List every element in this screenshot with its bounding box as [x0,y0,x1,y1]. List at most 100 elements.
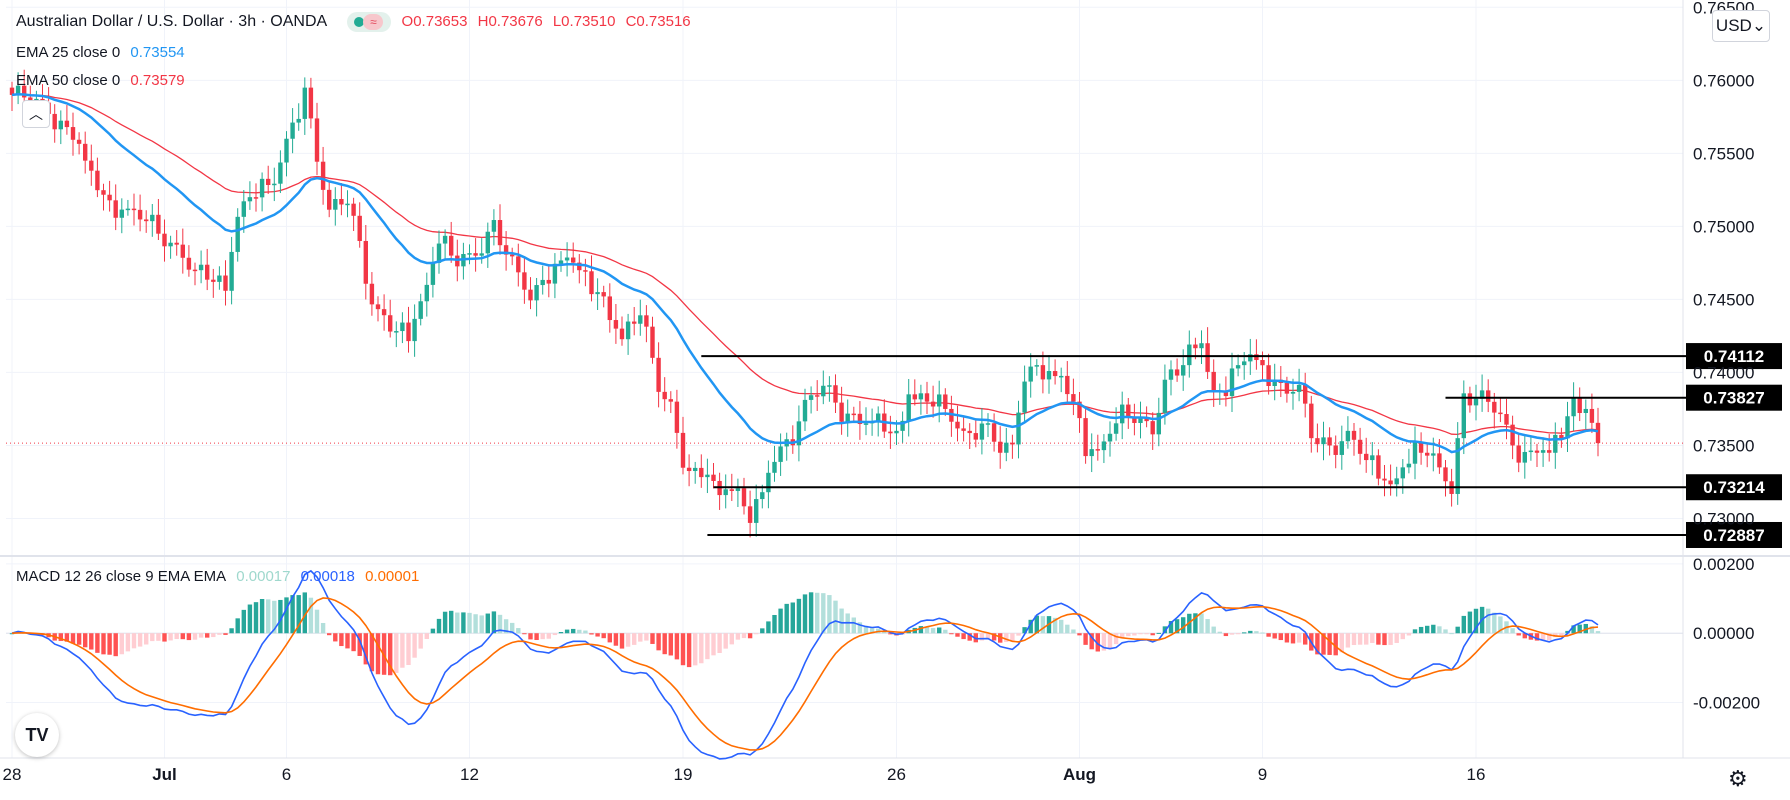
candle-body [900,420,905,431]
macd-histogram-bar [1364,633,1369,645]
macd-histogram-bar [955,633,960,637]
symbol-title[interactable]: Australian Dollar / U.S. Dollar · 3h · O… [16,12,328,30]
ema50-label: EMA 50 close 0 [16,72,121,89]
candle-body [1437,453,1442,468]
macd-histogram-bar [1162,626,1168,634]
level-label: 0.74112 [1704,347,1765,366]
macd-histogram-bar [693,633,698,666]
candle-body [1492,401,1497,413]
symbol-legend[interactable]: Australian Dollar / U.S. Dollar · 3h · O… [16,12,697,32]
ema50-legend[interactable]: EMA 50 close 0 0.73579 [16,72,191,89]
candle-body [58,120,63,130]
candle-body [272,183,277,186]
ema25-legend[interactable]: EMA 25 close 0 0.73554 [16,44,191,61]
candle-body [912,394,917,400]
candle-body [1168,369,1174,380]
macd-histogram-bar [497,614,503,634]
close-value: C0.73516 [625,12,691,30]
candle-body [772,461,777,473]
candle-body [607,296,612,321]
price-tick-label: 0.74500 [1693,290,1754,309]
macd-histogram-bar [296,595,301,634]
candle-body [339,198,344,205]
macd-histogram-bar [1443,629,1448,634]
macd-histogram-bar [510,622,515,634]
axes: 0.765000.760000.755000.750000.745000.740… [3,0,1761,784]
macd-histogram-bar [205,633,210,638]
candle-body [229,251,234,291]
tradingview-logo[interactable]: TV [15,713,59,757]
candle-body [357,215,362,241]
candle-body [741,488,747,507]
macd-histogram-bar [1540,633,1546,641]
macd-histogram-bar [101,633,106,655]
macd-histogram-bar [278,599,283,634]
candle-body [290,122,295,139]
candles [9,69,1601,538]
macd-histogram-bar [1473,608,1479,634]
macd-histogram-bar [1120,633,1125,639]
macd-histogram-bar [1034,615,1039,634]
status-dot-icon [354,17,365,27]
macd-histogram-bar [741,633,747,639]
candle-body [1071,394,1076,402]
candle-body [985,423,991,425]
candle-body [1040,365,1046,380]
candle-body [95,170,100,191]
macd-histogram-bar [949,633,954,635]
support-resistance-lines[interactable]: 0.74112 0.73827 0.73214 0.72887 [701,343,1782,548]
candle-body [1486,390,1491,402]
macd-histogram-bar [485,613,490,634]
candle-body [540,279,545,286]
candle-body [552,263,558,284]
candle-body [827,385,832,387]
candle-body [839,402,844,422]
visibility-toggle[interactable]: ≈ [347,12,392,32]
wave-icon[interactable]: ≈ [363,14,384,30]
candle-body [442,235,448,244]
macd-histogram-bar [1284,633,1290,643]
macd-histogram-bar [1370,633,1375,643]
candle-body [991,423,997,442]
candle-body [699,467,704,478]
macd-legend[interactable]: MACD 12 26 close 9 EMA EMA 0.00017 0.000… [16,568,425,585]
price-tick-label: 0.73500 [1693,436,1754,455]
macd-histogram-bar [1229,633,1235,635]
candle-body [656,357,661,392]
macd-histogram-bar [839,608,844,634]
candle-body [1028,366,1033,382]
candle-body [619,328,625,340]
macd-histogram-bar [729,633,734,645]
macd-histogram-bar [107,633,112,655]
currency-label: USD [1715,16,1752,35]
macd-histogram-bar [1547,633,1552,641]
macd-histogram-bar [174,633,179,640]
candle-body [924,393,930,402]
ema50-value: 0.73579 [130,72,185,89]
candle-body [1266,365,1271,386]
macd-histogram-bar [1205,619,1210,634]
candle-body [308,87,314,119]
candle-body [821,385,826,397]
level-label: 0.73827 [1703,389,1764,408]
macd-histogram-bar [869,628,875,634]
collapse-legend-button[interactable]: ︿ [22,100,50,128]
macd-histogram-bar [1059,619,1064,634]
settings-icon[interactable]: ⚙ [1728,766,1748,791]
candle-body [1187,344,1192,366]
macd-histogram-bar [1449,633,1454,635]
macd-histogram-bar [430,628,436,634]
candle-body [503,245,509,255]
candle-body [650,326,655,358]
macd-histogram-bar [150,633,155,642]
macd-line-value: 0.00018 [300,568,355,585]
currency-selector[interactable]: USD⌄ [1712,10,1770,42]
macd-histogram-bar [1559,633,1564,636]
macd-histogram-bar [436,618,442,634]
candle-body [625,321,631,340]
candle-body [1559,434,1564,439]
macd-histogram-bar [943,629,948,634]
candle-body [1309,403,1314,439]
candle-body [522,272,527,290]
